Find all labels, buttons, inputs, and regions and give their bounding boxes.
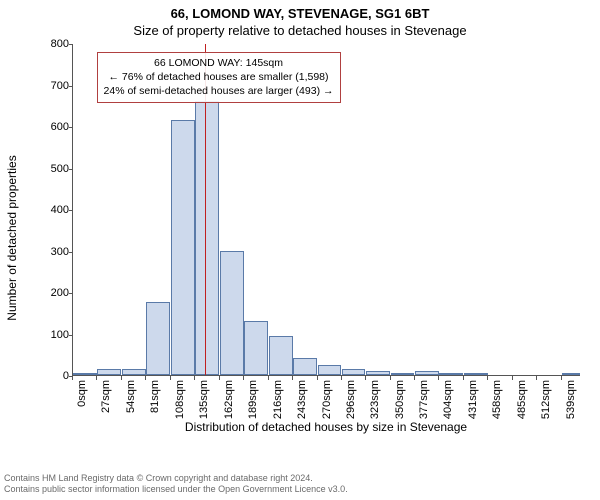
annotation-line2: ← 76% of detached houses are smaller (1,… bbox=[104, 70, 334, 84]
x-tick-label: 243sqm bbox=[296, 380, 308, 419]
x-tick-label: 108sqm bbox=[174, 380, 186, 419]
histogram-bar bbox=[269, 336, 293, 375]
x-tick-label: 377sqm bbox=[418, 380, 430, 419]
y-tick-label: 500 bbox=[37, 163, 69, 175]
histogram-bar bbox=[464, 373, 488, 375]
y-tick-label: 300 bbox=[37, 246, 69, 258]
footer-line2: Contains public sector information licen… bbox=[4, 484, 348, 496]
x-tick-mark bbox=[268, 376, 269, 380]
x-tick-label: 270sqm bbox=[321, 380, 333, 419]
x-tick-label: 189sqm bbox=[247, 380, 259, 419]
x-tick-mark bbox=[96, 376, 97, 380]
histogram-bar bbox=[244, 321, 268, 375]
x-axis-label: Distribution of detached houses by size … bbox=[72, 420, 580, 434]
y-tick-mark bbox=[69, 127, 73, 128]
histogram-bar bbox=[342, 369, 366, 375]
histogram-bar bbox=[97, 369, 121, 375]
histogram-bar bbox=[146, 302, 170, 375]
x-tick-label: 216sqm bbox=[272, 380, 284, 419]
y-tick-label: 600 bbox=[37, 121, 69, 133]
y-tick-label: 800 bbox=[37, 38, 69, 50]
histogram-bar bbox=[391, 373, 415, 375]
y-tick-mark bbox=[69, 252, 73, 253]
footer-credits: Contains HM Land Registry data © Crown c… bbox=[4, 473, 348, 496]
x-tick-mark bbox=[72, 376, 73, 380]
y-tick-mark bbox=[69, 210, 73, 211]
y-tick-mark bbox=[69, 44, 73, 45]
y-tick-mark bbox=[69, 86, 73, 87]
histogram-bar bbox=[562, 373, 581, 375]
x-tick-mark bbox=[292, 376, 293, 380]
annotation-line3: 24% of semi-detached houses are larger (… bbox=[104, 84, 334, 98]
x-tick-mark bbox=[463, 376, 464, 380]
x-tick-mark bbox=[341, 376, 342, 380]
x-tick-mark bbox=[365, 376, 366, 380]
x-tick-mark bbox=[390, 376, 391, 380]
plot-area: 66 LOMOND WAY: 145sqm ← 76% of detached … bbox=[72, 44, 580, 376]
x-tick-label: 162sqm bbox=[223, 380, 235, 419]
x-tick-label: 135sqm bbox=[198, 380, 210, 419]
x-tick-label: 296sqm bbox=[345, 380, 357, 419]
y-tick-label: 400 bbox=[37, 204, 69, 216]
x-tick-label: 81sqm bbox=[149, 380, 161, 413]
x-tick-mark bbox=[438, 376, 439, 380]
x-tick-mark bbox=[561, 376, 562, 380]
annotation-box: 66 LOMOND WAY: 145sqm ← 76% of detached … bbox=[97, 52, 341, 103]
histogram-bar bbox=[171, 120, 195, 375]
histogram-bar bbox=[293, 358, 317, 375]
histogram-bar bbox=[318, 365, 341, 375]
x-tick-mark bbox=[170, 376, 171, 380]
y-tick-mark bbox=[69, 169, 73, 170]
x-tick-mark bbox=[487, 376, 488, 380]
y-tick-mark bbox=[69, 335, 73, 336]
x-tick-mark bbox=[512, 376, 513, 380]
x-tick-mark bbox=[219, 376, 220, 380]
histogram-chart: Number of detached properties 66 LOMOND … bbox=[32, 44, 584, 432]
histogram-bar bbox=[366, 371, 390, 375]
x-tick-label: 485sqm bbox=[516, 380, 528, 419]
page-address-title: 66, LOMOND WAY, STEVENAGE, SG1 6BT bbox=[0, 0, 600, 21]
y-tick-label: 700 bbox=[37, 80, 69, 92]
histogram-bar bbox=[122, 369, 146, 375]
histogram-bar bbox=[439, 373, 463, 375]
y-tick-label: 100 bbox=[37, 329, 69, 341]
x-tick-label: 350sqm bbox=[394, 380, 406, 419]
x-tick-mark bbox=[121, 376, 122, 380]
footer-line1: Contains HM Land Registry data © Crown c… bbox=[4, 473, 348, 485]
page-subtitle: Size of property relative to detached ho… bbox=[0, 21, 600, 40]
annotation-line1: 66 LOMOND WAY: 145sqm bbox=[104, 56, 334, 70]
x-tick-label: 404sqm bbox=[442, 380, 454, 419]
x-tick-label: 0sqm bbox=[76, 380, 88, 407]
y-tick-mark bbox=[69, 293, 73, 294]
x-tick-label: 323sqm bbox=[369, 380, 381, 419]
histogram-bar bbox=[415, 371, 439, 375]
x-tick-label: 512sqm bbox=[540, 380, 552, 419]
x-tick-mark bbox=[243, 376, 244, 380]
x-tick-label: 54sqm bbox=[125, 380, 137, 413]
x-tick-label: 458sqm bbox=[491, 380, 503, 419]
y-axis-label: Number of detached properties bbox=[5, 155, 19, 320]
x-tick-label: 27sqm bbox=[100, 380, 112, 413]
histogram-bar bbox=[220, 251, 244, 376]
histogram-bar bbox=[195, 101, 219, 375]
x-tick-label: 431sqm bbox=[467, 380, 479, 419]
y-tick-label: 200 bbox=[37, 287, 69, 299]
x-tick-label: 539sqm bbox=[565, 380, 577, 419]
x-tick-mark bbox=[194, 376, 195, 380]
x-tick-mark bbox=[145, 376, 146, 380]
x-tick-mark bbox=[317, 376, 318, 380]
y-tick-label: 0 bbox=[37, 370, 69, 382]
histogram-bar bbox=[73, 373, 97, 375]
x-tick-mark bbox=[414, 376, 415, 380]
x-tick-mark bbox=[536, 376, 537, 380]
